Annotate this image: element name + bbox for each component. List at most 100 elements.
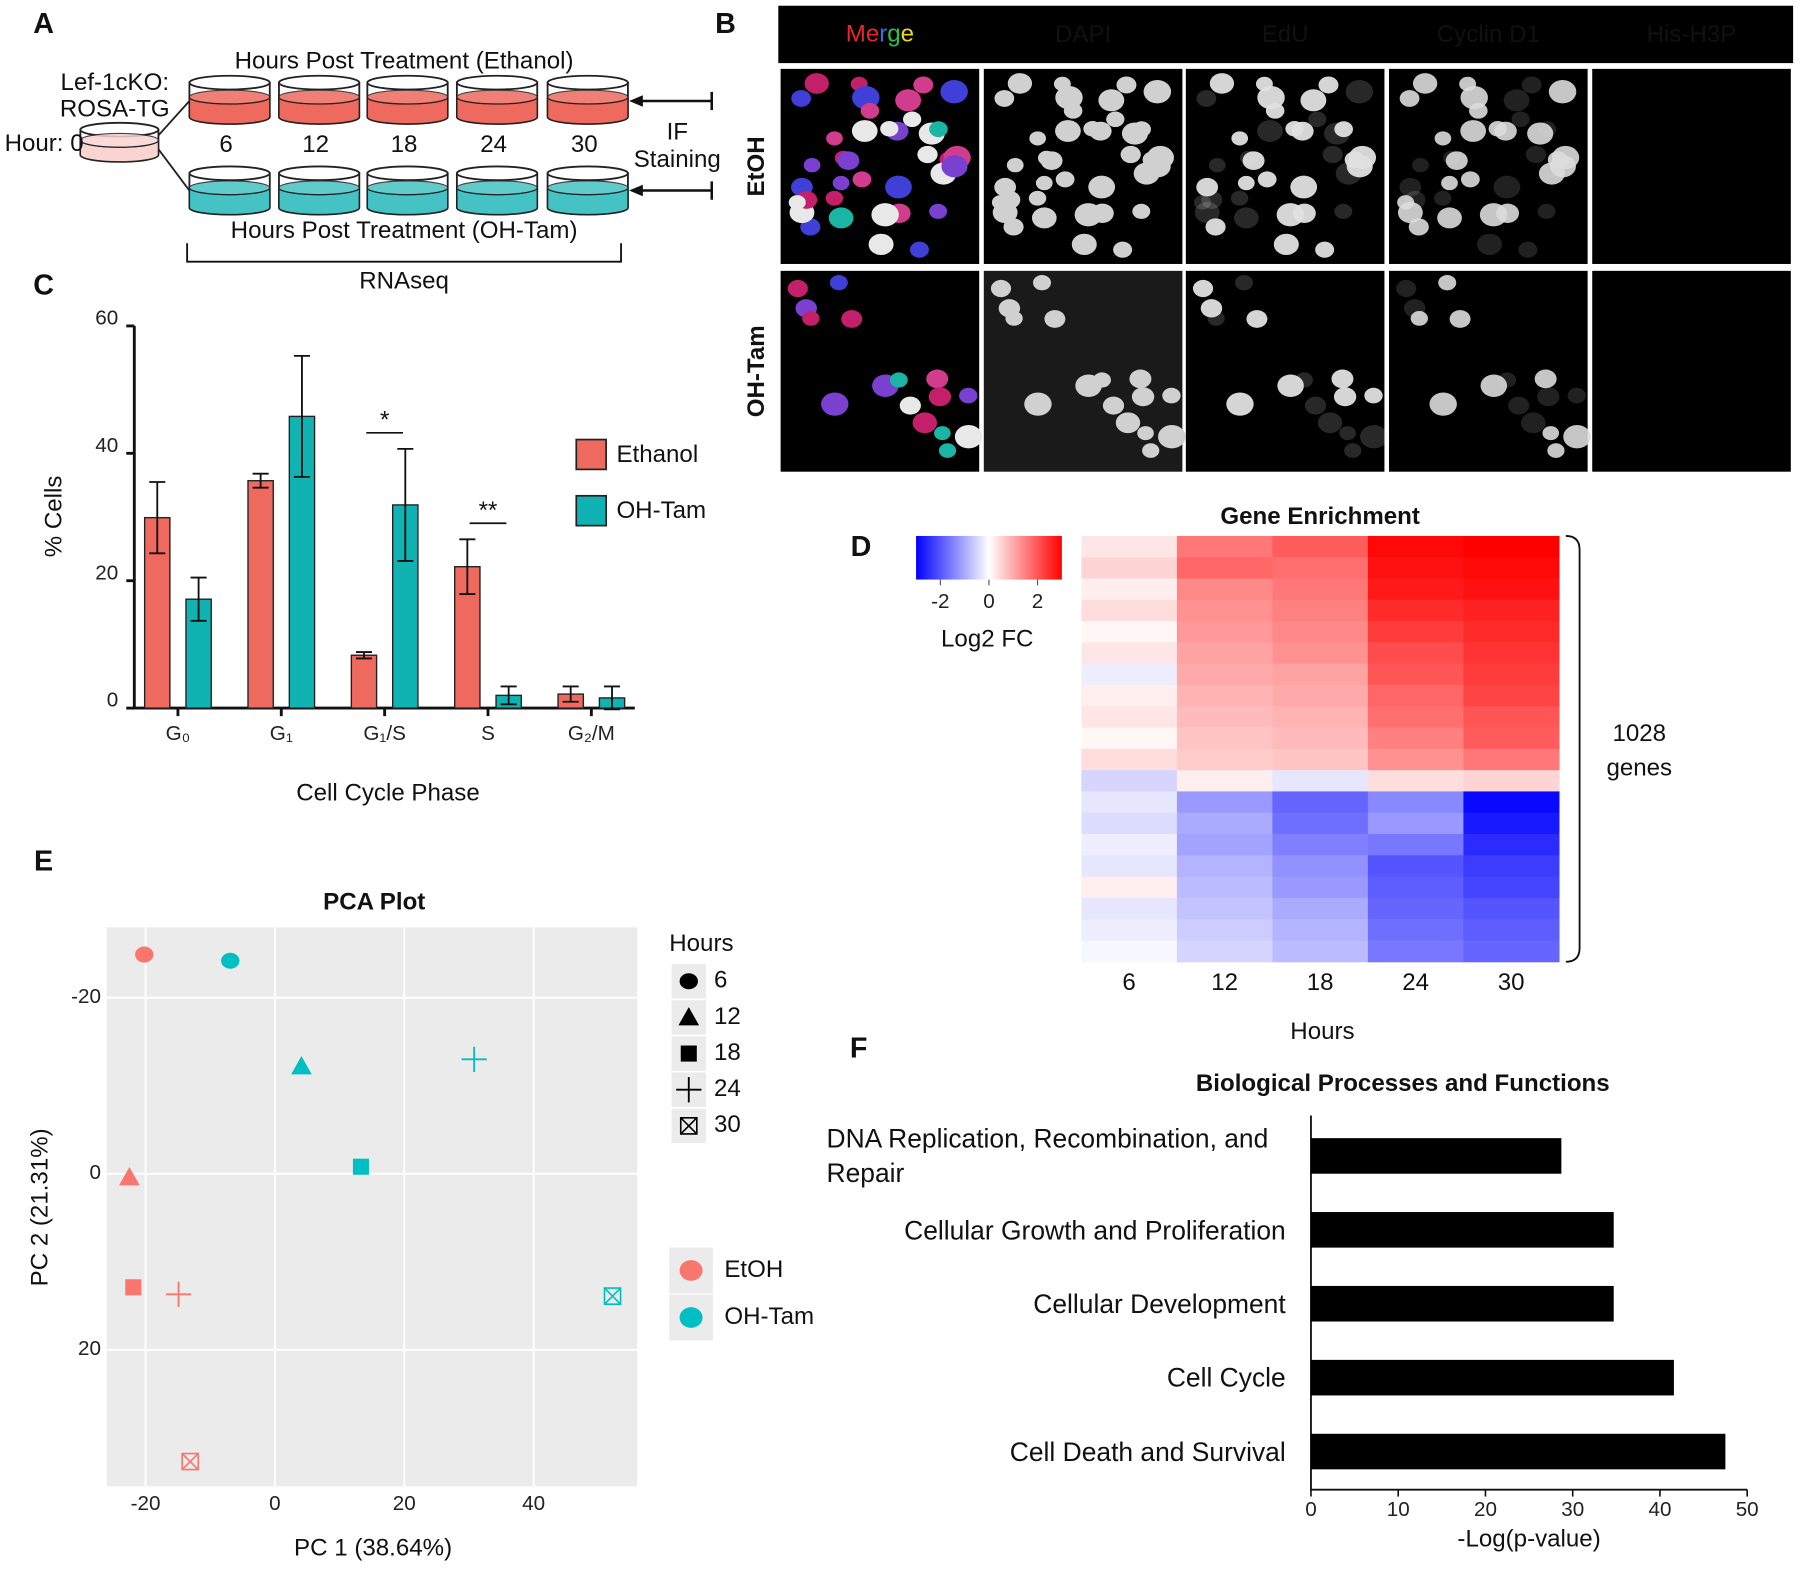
nucleus [1194,201,1220,224]
oh-tam-dish-surface [456,180,538,196]
colorbar [916,535,1062,580]
nucleus [990,279,1012,298]
heat-cell [1367,897,1464,920]
micrograph [1592,68,1791,264]
heat-cell [1367,706,1464,729]
category-label-box: Cell Death and Survival [1010,1437,1286,1467]
heat-cell [1463,770,1560,793]
heat-cell [1176,876,1273,899]
error-bar [562,685,579,703]
nucleus [851,120,878,142]
branch-line [157,100,191,192]
nucleus [1196,177,1219,197]
heat-cell [1176,599,1273,622]
nucleus [1132,203,1151,219]
hour-label: 24 [480,131,507,158]
heat-cell [1176,663,1273,686]
oh-tam-dish-rim [188,165,271,182]
nucleus [1318,76,1339,94]
channel-letter: e [866,21,879,48]
nucleus [826,131,843,146]
bar [1310,1212,1614,1248]
heat-cell [1081,642,1178,665]
nucleus [1200,299,1223,318]
heat-cell [1463,812,1560,835]
bracket-label: 1028 [1612,720,1666,747]
heat-cell [1272,770,1369,793]
channel-letter: r [879,21,887,48]
nucleus [1029,131,1046,146]
panel-letter: C [33,269,54,301]
nucleus [1113,241,1133,258]
header-bar [778,5,1794,64]
chart-title: PCA Plot [323,889,425,916]
colorbar-tick-label: -2 [931,590,949,613]
heat-cell [1463,940,1560,963]
nucleus [1525,145,1547,164]
nucleus [1132,121,1151,138]
y-tick-label: -20 [71,985,101,1008]
heat-cell [1272,727,1369,750]
heat-cell [1272,876,1369,899]
heat-cell [1176,684,1273,707]
heat-cell [1176,748,1273,771]
heat-cell [1081,834,1178,856]
nucleus [902,111,922,128]
nucleus [804,73,829,94]
nucleus [1233,207,1259,229]
nucleus [1300,89,1327,112]
nucleus [1162,387,1181,404]
nucleus [1131,387,1155,407]
y-tick-label: 60 [95,307,118,330]
error-bar [603,685,621,711]
oh-tam-dish-rim [455,165,539,182]
nucleus [1537,121,1557,138]
heat-cell [1176,812,1273,835]
hour-label: 18 [391,131,418,158]
nucleus [1449,310,1471,328]
nucleus [1441,175,1458,191]
heat-cell [1463,621,1560,643]
row-label: OH-Tam [743,325,770,417]
channel-letter: g [887,21,900,48]
panel-letter: D [851,531,872,563]
x-tick-label: 40 [522,1492,545,1515]
ethanol-dish-surface [188,89,271,105]
nucleus [1434,131,1452,146]
nucleus [1511,111,1530,128]
heat-cell [1367,535,1464,558]
x-tick-label: -20 [131,1492,161,1515]
x-tick-label: 30 [1498,969,1525,996]
legend-shape [676,1077,702,1103]
nucleus [1333,387,1357,407]
nucleus [1345,80,1374,104]
heat-cell [1272,578,1369,601]
x-tick-label: 0 [1305,1498,1317,1521]
nucleus [1317,412,1343,434]
legend-swatch [575,438,607,471]
error-bar [190,576,207,622]
nucleus [1364,387,1383,404]
nucleus [1410,311,1428,326]
heat-cell [1176,557,1273,580]
nucleus [1005,311,1023,326]
significance-label: ** [479,497,498,524]
nucleus [1493,175,1521,199]
side-label: Staining [634,146,721,173]
category-label-wrap: Cellular Development [804,1268,1285,1339]
heat-cell [1463,748,1560,771]
point [135,946,154,963]
nucleus [909,241,929,258]
ethanol-dish-surface [278,89,360,105]
nucleus [1040,151,1063,170]
nucleus [1548,80,1577,104]
x-tick-label: 24 [1402,969,1429,996]
heat-cell [1463,557,1560,580]
nucleus [1102,396,1125,415]
nucleus [832,175,850,191]
strain-label: ROSA-TG [60,96,170,123]
nucleus [889,372,908,388]
legend-label: Ethanol [616,441,698,468]
heat-cell [1176,940,1273,963]
heat-cell [1463,834,1560,856]
